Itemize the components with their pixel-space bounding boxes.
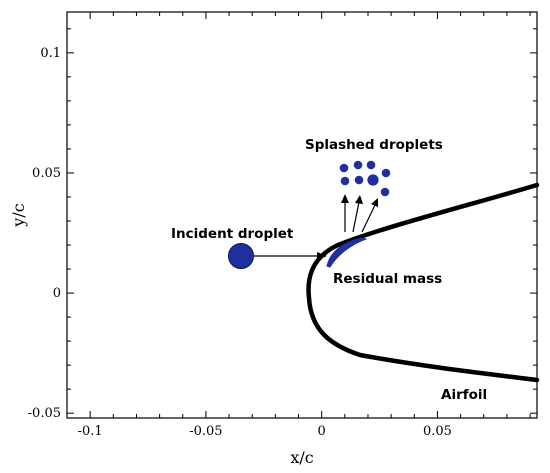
x-tick-label: -0.1 bbox=[78, 424, 103, 439]
splash-arrows bbox=[341, 194, 378, 233]
airfoil-label: Airfoil bbox=[441, 387, 487, 403]
airfoil-surface bbox=[306, 182, 540, 383]
x-tick-label: 0.05 bbox=[423, 424, 452, 439]
splashed-droplets bbox=[339, 160, 391, 197]
incident-arrow-head bbox=[317, 252, 327, 260]
residual-mass-label: Residual mass bbox=[333, 271, 442, 287]
y-tick-label: 0.05 bbox=[32, 166, 61, 181]
incident-droplet bbox=[228, 243, 254, 269]
y-tick-label: 0.1 bbox=[40, 46, 61, 61]
x-tick-label: -0.05 bbox=[189, 424, 222, 439]
splashed-droplets-label: Splashed droplets bbox=[305, 137, 443, 153]
residual-mass-blob bbox=[326, 237, 368, 268]
y-tick-label: 0 bbox=[53, 286, 61, 301]
axis-ticks: -0.1 -0.05 0 0.05 -0.05 0 0.05 0.1 bbox=[28, 12, 537, 439]
x-tick-label: 0 bbox=[318, 424, 326, 439]
y-axis-title: y/c bbox=[9, 203, 28, 227]
incident-droplet-label: Incident droplet bbox=[171, 226, 294, 242]
y-tick-label: -0.05 bbox=[28, 406, 61, 421]
x-axis-title: x/c bbox=[290, 448, 313, 467]
plot-frame bbox=[66, 11, 538, 419]
